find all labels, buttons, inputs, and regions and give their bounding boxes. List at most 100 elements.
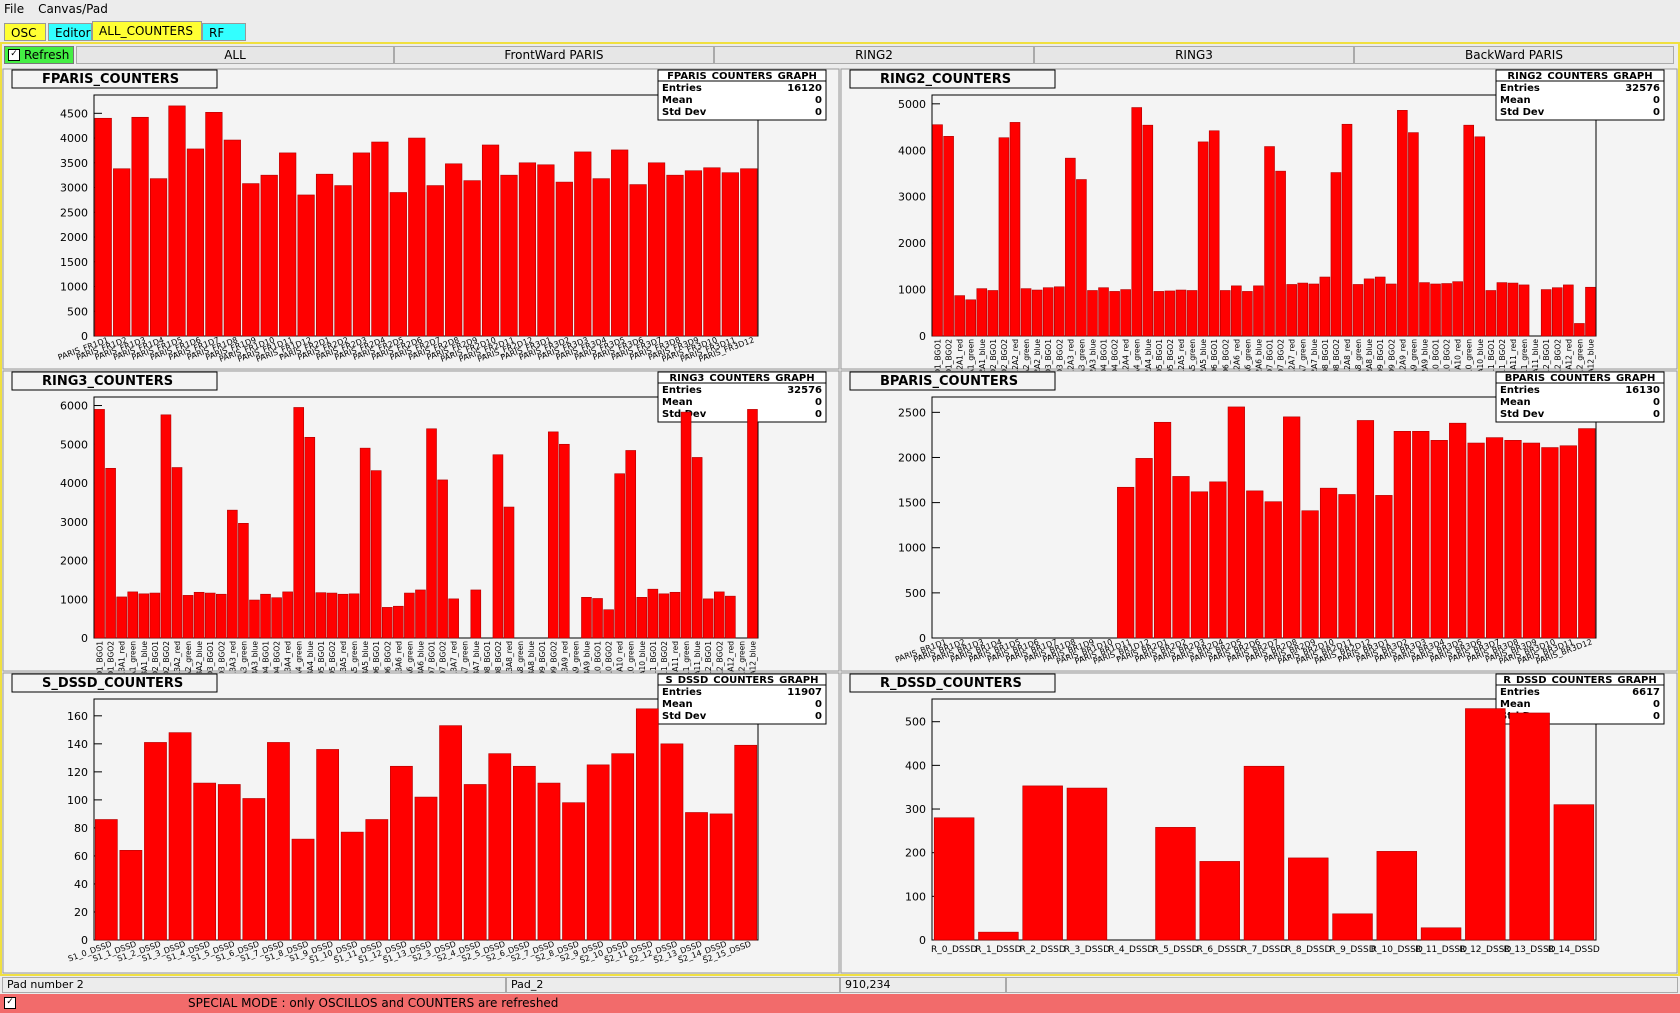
bar bbox=[1301, 510, 1319, 639]
tab[interactable]: OSC bbox=[4, 23, 46, 41]
bar bbox=[448, 598, 459, 639]
bar bbox=[1186, 290, 1198, 337]
x-tick-label: R2A5_red bbox=[1177, 339, 1186, 375]
bar bbox=[186, 148, 205, 337]
x-tick-label: R3D9_BGO2 bbox=[549, 641, 558, 687]
bar bbox=[492, 454, 504, 639]
bar bbox=[976, 288, 988, 337]
y-tick-label: 3000 bbox=[60, 182, 88, 195]
x-tick-label: R_13_DSSD bbox=[1504, 945, 1556, 955]
menu-item[interactable]: File bbox=[4, 2, 25, 16]
x-tick-label: R2A1_red bbox=[956, 339, 965, 375]
y-tick-label: 2000 bbox=[898, 451, 926, 464]
stats-value: 0 bbox=[815, 699, 822, 710]
bar bbox=[138, 593, 150, 639]
sub-tab[interactable]: FrontWard PARIS bbox=[394, 46, 714, 64]
bar bbox=[581, 597, 592, 639]
y-tick-label: 1500 bbox=[898, 497, 926, 510]
bar bbox=[1297, 282, 1309, 337]
x-tick-label: R3A8_green bbox=[516, 641, 525, 687]
x-tick-label: R2A12_green bbox=[1575, 339, 1584, 389]
bar bbox=[1341, 123, 1353, 337]
bar bbox=[1243, 765, 1285, 941]
bar bbox=[437, 479, 448, 639]
bar bbox=[144, 742, 167, 941]
bar bbox=[193, 782, 217, 941]
x-tick-label: R3A1_blue bbox=[140, 641, 149, 681]
y-tick-label: 2500 bbox=[898, 406, 926, 419]
sub-tab[interactable]: RING3 bbox=[1034, 46, 1354, 64]
bar bbox=[555, 181, 573, 337]
bar bbox=[1374, 276, 1386, 337]
stats-value: 0 bbox=[815, 107, 822, 118]
sub-tab[interactable]: RING2 bbox=[714, 46, 1034, 64]
bar bbox=[603, 609, 614, 639]
y-tick-label: 2500 bbox=[60, 206, 88, 219]
x-tick-label: R3A1_green bbox=[129, 641, 138, 687]
x-tick-label: R3A3_red bbox=[228, 641, 237, 677]
bar bbox=[1553, 804, 1595, 941]
bar bbox=[658, 593, 670, 639]
bar bbox=[614, 473, 625, 639]
x-tick-label: R3A12_red bbox=[726, 641, 735, 682]
x-tick-label: R2A12_red bbox=[1564, 339, 1573, 380]
bar bbox=[445, 163, 463, 337]
y-tick-label: 20 bbox=[74, 906, 88, 919]
bar bbox=[470, 589, 482, 639]
bar bbox=[500, 174, 518, 337]
refresh-checkbox[interactable]: ✓ Refresh bbox=[4, 46, 74, 64]
y-tick-label: 0 bbox=[919, 632, 926, 645]
bar bbox=[1375, 495, 1393, 639]
stats-label: Mean bbox=[662, 699, 693, 710]
bar bbox=[334, 185, 352, 337]
x-tick-label: R2A8_blue bbox=[1365, 339, 1374, 379]
sub-tab[interactable]: BackWard PARIS bbox=[1354, 46, 1674, 64]
x-tick-label: R3A7_red bbox=[450, 641, 459, 677]
y-tick-label: 60 bbox=[74, 850, 88, 863]
x-tick-label: R3D12_BGO2 bbox=[715, 641, 724, 692]
bar bbox=[611, 753, 635, 941]
x-tick-label: R3D11_BGO2 bbox=[660, 641, 669, 692]
x-tick-label: R_9_DSSD bbox=[1329, 945, 1375, 955]
y-tick-label: 1000 bbox=[60, 593, 88, 606]
x-tick-label: R2D11_BGO2 bbox=[1498, 339, 1507, 390]
stats-value: 0 bbox=[815, 409, 822, 420]
stats-value: 16120 bbox=[787, 83, 822, 94]
x-tick-label: R2D2_BGO2 bbox=[1000, 339, 1009, 385]
x-tick-label: R2A7_blue bbox=[1310, 339, 1319, 379]
stats-value: 0 bbox=[1653, 711, 1660, 722]
x-tick-label: R2D10_BGO2 bbox=[1443, 339, 1452, 390]
bar bbox=[933, 817, 975, 941]
y-tick-label: 40 bbox=[74, 878, 88, 891]
x-tick-label: R2A10_blue bbox=[1476, 339, 1485, 384]
tab[interactable]: Editor bbox=[48, 23, 92, 41]
x-tick-label: R_3_DSSD bbox=[1064, 945, 1110, 955]
x-tick-label: R2A10_green bbox=[1465, 339, 1474, 389]
bar bbox=[978, 931, 1019, 941]
y-tick-label: 1000 bbox=[60, 281, 88, 294]
stats-label: Std Dev bbox=[662, 711, 707, 722]
menu-item[interactable]: Canvas/Pad bbox=[38, 2, 108, 16]
bar bbox=[1540, 289, 1552, 337]
x-tick-label: R2A11_red bbox=[1509, 339, 1518, 380]
bar bbox=[1551, 287, 1563, 337]
y-tick-label: 140 bbox=[67, 738, 88, 751]
bar bbox=[1172, 476, 1190, 639]
bar bbox=[337, 593, 349, 639]
x-tick-label: R2D8_BGO1 bbox=[1321, 339, 1330, 385]
y-tick-label: 4000 bbox=[898, 144, 926, 157]
bar bbox=[709, 813, 733, 941]
bar bbox=[1120, 289, 1131, 337]
sub-tab[interactable]: ALL bbox=[76, 46, 394, 64]
tab-active[interactable]: ALL_COUNTERS bbox=[92, 21, 202, 41]
x-tick-label: R_12_DSSD bbox=[1459, 945, 1511, 955]
x-tick-label: R3A4_green bbox=[295, 641, 304, 687]
x-tick-label: R2A5_green bbox=[1188, 339, 1197, 385]
bar bbox=[1574, 323, 1585, 337]
bar bbox=[315, 173, 334, 337]
tab[interactable]: RF bbox=[202, 23, 246, 41]
title-box bbox=[849, 69, 1056, 89]
bar bbox=[1264, 501, 1282, 639]
stats-value: 11907 bbox=[787, 687, 822, 698]
y-tick-label: 0 bbox=[81, 330, 88, 343]
